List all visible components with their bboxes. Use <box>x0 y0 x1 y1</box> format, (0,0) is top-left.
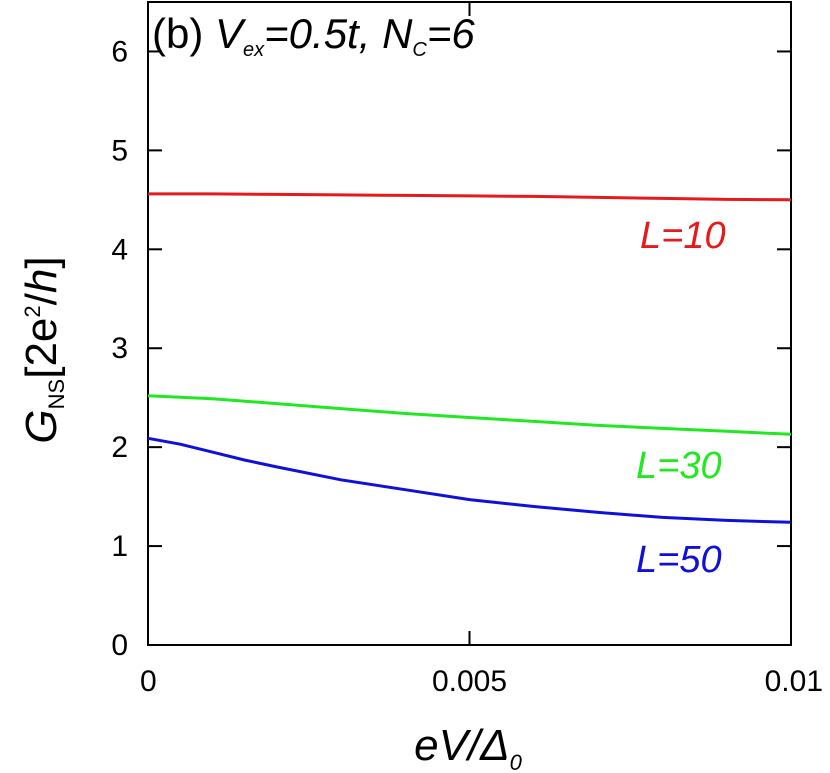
series-label: L=50 <box>636 539 722 581</box>
x-tick-label: 0 <box>140 665 157 698</box>
ticks <box>147 2 792 646</box>
y-axis-label: GNS[2e2/h] <box>17 256 69 443</box>
series-lines <box>147 192 792 524</box>
series-line <box>147 394 792 436</box>
x-tick-label: 0.005 <box>432 665 507 698</box>
chart-title: (b) Vex=0.5t, NC=6 <box>152 10 475 61</box>
series-line <box>147 436 792 524</box>
y-tick-label: 2 <box>111 431 128 464</box>
series-label: L=10 <box>640 215 726 257</box>
series-line <box>148 192 792 202</box>
x-tick-label: 0.01 <box>765 665 823 698</box>
tick-labels: 0 1 2 3 4 5 6 0 0.005 0.01 <box>111 35 823 698</box>
y-tick-label: 6 <box>111 35 128 68</box>
y-tick-label: 0 <box>111 629 128 662</box>
series-labels: L=10 L=30 L=50 <box>636 215 726 581</box>
y-tick-label: 5 <box>111 134 128 167</box>
y-tick-label: 1 <box>111 530 128 563</box>
x-axis-label: eV/Δ0 <box>414 721 523 773</box>
y-tick-label: 3 <box>111 332 128 365</box>
y-tick-label: 4 <box>111 233 128 266</box>
series-label: L=30 <box>636 445 722 487</box>
